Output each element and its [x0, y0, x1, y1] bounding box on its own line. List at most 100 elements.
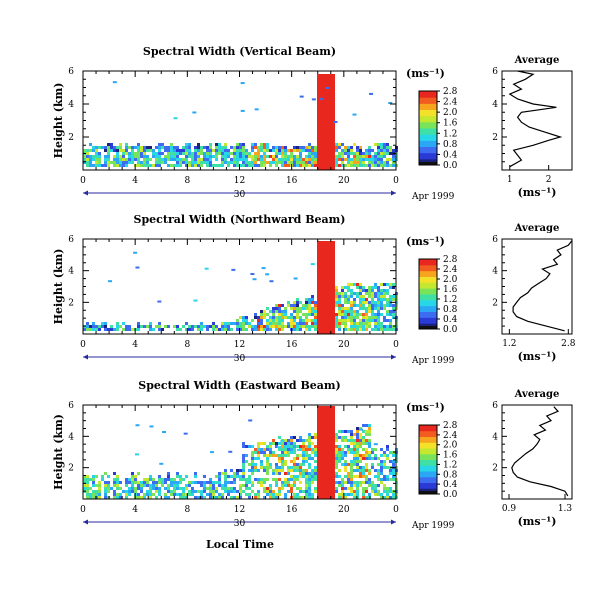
heatmap-cell — [116, 322, 119, 325]
heatmap-cell — [356, 325, 359, 328]
heatmap-cell — [146, 149, 149, 152]
heatmap-cell — [149, 146, 152, 149]
heatmap-cell — [326, 424, 329, 427]
colorbar-segment — [419, 113, 437, 115]
colorbar-segment — [419, 443, 437, 446]
heatmap-cell — [326, 445, 329, 448]
heatmap-cell — [320, 472, 323, 475]
heatmap-cell — [365, 424, 368, 427]
colorbar-tick-label: 0.8 — [443, 305, 458, 315]
heatmap-cell — [374, 322, 377, 325]
heatmap-cell — [362, 152, 365, 155]
heatmap-cell — [254, 158, 257, 161]
heatmap-cell — [353, 442, 356, 445]
heatmap-cell — [320, 262, 323, 265]
heatmap-cell — [371, 457, 374, 460]
heatmap-cell — [326, 436, 329, 439]
heatmap-cell — [323, 95, 326, 98]
heatmap-cell — [302, 149, 305, 152]
heatmap-cell — [245, 155, 248, 158]
heatmap-cell — [323, 143, 326, 146]
heatmap-cell — [173, 149, 176, 152]
heatmap-cell — [125, 490, 128, 493]
heatmap-cell — [281, 457, 284, 460]
heatmap-cell — [341, 316, 344, 319]
y-tick-label: 2 — [68, 464, 74, 474]
heatmap-cell — [284, 439, 287, 442]
heatmap-cell — [347, 430, 350, 433]
heatmap-cell — [89, 487, 92, 490]
heatmap-cell — [320, 89, 323, 92]
heatmap-cell — [293, 301, 296, 304]
heatmap-cell — [389, 322, 392, 325]
heatmap-cell — [245, 328, 248, 331]
heatmap-cell — [350, 161, 353, 164]
heatmap-cell — [257, 481, 260, 484]
heatmap-cell — [137, 155, 140, 158]
x-tick-label: 8 — [184, 340, 190, 350]
heatmap-cell — [218, 472, 221, 475]
heatmap-cell — [359, 304, 362, 307]
heatmap-cell — [185, 322, 188, 325]
heatmap-cell — [101, 164, 104, 167]
heatmap-cell — [149, 164, 152, 167]
heatmap-cell — [335, 161, 338, 164]
heatmap-cell — [350, 322, 353, 325]
heatmap-cell — [332, 250, 335, 253]
heatmap-cell — [200, 146, 203, 149]
heatmap-cell — [197, 152, 200, 155]
heatmap-cell — [320, 83, 323, 86]
heatmap-cell — [329, 122, 332, 125]
colorbar-segment — [419, 103, 437, 106]
colorbar-segment — [419, 116, 437, 119]
heatmap-cell — [320, 451, 323, 454]
heatmap-cell — [290, 319, 293, 322]
heatmap-cell — [389, 304, 392, 307]
heatmap-cell — [365, 487, 368, 490]
heatmap-cell — [257, 325, 260, 328]
heatmap-cell — [293, 325, 296, 328]
heatmap-cell — [362, 481, 365, 484]
heatmap-cell — [242, 316, 245, 319]
heatmap-cell — [365, 496, 368, 499]
heatmap-cell — [134, 146, 137, 149]
heatmap-cell — [197, 325, 200, 328]
heatmap-cell — [185, 146, 188, 149]
heatmap-cell — [251, 457, 254, 460]
heatmap-cell — [389, 158, 392, 161]
heatmap-cell — [320, 277, 323, 280]
heatmap-cell — [335, 457, 338, 460]
heatmap-cell — [332, 280, 335, 283]
heatmap-cell — [368, 424, 371, 427]
heatmap-cell — [194, 155, 197, 158]
heatmap-cell — [317, 451, 320, 454]
heatmap-cell — [227, 328, 230, 331]
heatmap-cell — [224, 472, 227, 475]
heatmap-cell — [155, 325, 158, 328]
heatmap-cell — [248, 478, 251, 481]
heatmap-cell — [371, 301, 374, 304]
heatmap-cell — [323, 406, 326, 409]
colorbar-segment — [419, 141, 437, 144]
heatmap-cell — [221, 149, 224, 152]
heatmap-cell — [371, 164, 374, 167]
heatmap-cell — [380, 313, 383, 316]
heatmap-cell — [257, 152, 260, 155]
heatmap-cell — [185, 328, 188, 331]
heatmap-cell — [356, 316, 359, 319]
heatmap-cell — [314, 301, 317, 304]
heatmap-cell — [335, 295, 338, 298]
heatmap-cell — [311, 322, 314, 325]
heatmap-cell — [140, 325, 143, 328]
heatmap-cell — [275, 161, 278, 164]
colorbar-segment — [419, 129, 437, 131]
heatmap-cell — [353, 155, 356, 158]
heatmap-cell — [179, 475, 182, 478]
heatmap-cell — [272, 146, 275, 149]
heatmap-cell — [332, 298, 335, 301]
heatmap-cell — [329, 259, 332, 262]
heatmap-cell — [275, 445, 278, 448]
heatmap-cell — [359, 454, 362, 457]
heatmap-cell — [134, 478, 137, 481]
heatmap-cell — [383, 283, 386, 286]
